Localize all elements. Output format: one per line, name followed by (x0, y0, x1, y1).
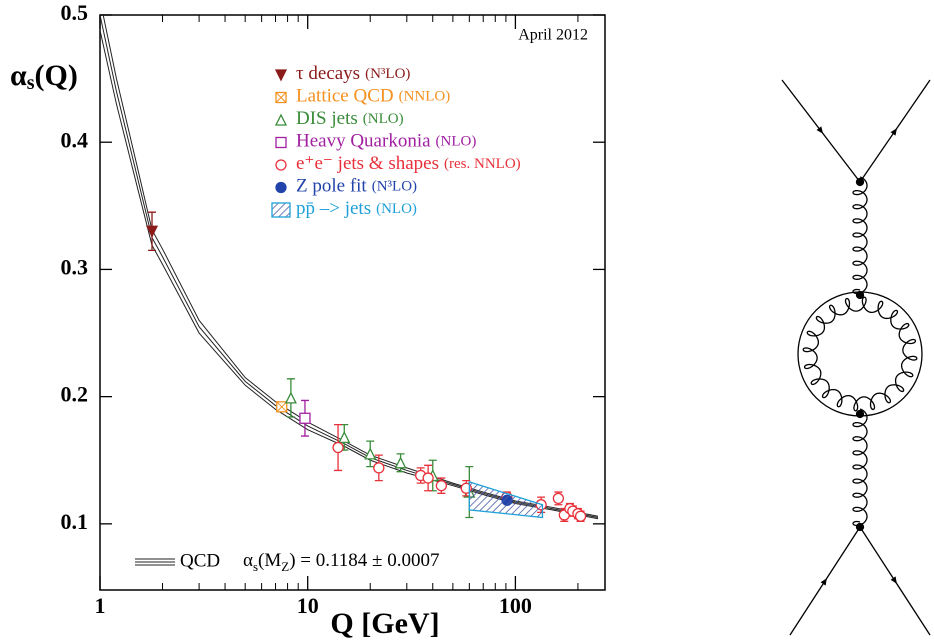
marker (274, 113, 288, 126)
legend-marker (271, 202, 291, 218)
x-tick-label: 100 (499, 593, 532, 618)
vertex (855, 290, 865, 300)
plot-frame (99, 14, 606, 591)
marker (552, 492, 565, 505)
legend-name: e⁺e⁻ jets & shapes (296, 153, 439, 174)
marker (373, 462, 385, 474)
legend-name: pp̄ –> jets (296, 198, 371, 219)
legend-order: (NLO) (376, 201, 417, 217)
legend-entry: Lattice QCD (NNLO) (296, 86, 450, 107)
feynman-diagram (781, 79, 931, 636)
legend-order: (N³LO) (372, 179, 417, 195)
marker-part (275, 92, 287, 103)
legend-name: Z pole fit (296, 176, 367, 197)
marker (275, 159, 287, 171)
legend-entry: Heavy Quarkonia (NLO) (296, 131, 476, 152)
marker (364, 447, 377, 460)
plot-area (100, 15, 599, 522)
formula: αs(MZ) = 0.1184 ± 0.0007 (243, 550, 439, 574)
y-tick-label: 0.4 (61, 127, 89, 152)
legend-entry: e⁺e⁻ jets & shapes (res. NNLO) (296, 153, 521, 174)
gluon-loop (802, 296, 918, 412)
legend-order: (res. NNLO) (444, 156, 521, 172)
text-part: s (27, 72, 35, 94)
marker (275, 181, 287, 194)
x-tick-label: 10 (297, 593, 319, 618)
text-part: Z (281, 559, 289, 574)
legend-order: (NLO) (436, 134, 477, 150)
marker (422, 472, 434, 484)
arrow (890, 576, 897, 584)
arrow (820, 578, 827, 586)
y-tick-label: 0.3 (61, 254, 89, 279)
text-part: ) = 0.1184 ± 0.0007 (289, 550, 439, 571)
legend-order: (NLO) (363, 111, 404, 127)
legend-entry: Z pole fit (N³LO) (296, 176, 417, 197)
y-axis-label: αs(Q) (10, 59, 78, 94)
marker (435, 480, 447, 492)
text-part: (M (258, 550, 281, 571)
x-tick-label: 1 (95, 593, 106, 618)
marker (276, 401, 288, 413)
gluon (852, 176, 868, 295)
marker (275, 91, 287, 104)
curve-legend: QCD (180, 550, 220, 571)
marker (338, 430, 351, 443)
legend-name: Heavy Quarkonia (296, 131, 431, 152)
x-axis-label: Q [GeV] (330, 607, 439, 640)
legend-name: τ decays (296, 63, 360, 84)
legend-name: DIS jets (296, 108, 358, 129)
y-tick-label: 0.2 (61, 382, 89, 407)
text-part: (Q) (35, 59, 78, 92)
marker (394, 456, 407, 469)
gluon (852, 408, 868, 527)
legend-entry: pp̄ –> jets (NLO) (296, 198, 417, 219)
marker (274, 69, 288, 82)
y-tick-label: 0.1 (61, 509, 89, 534)
marker (145, 225, 159, 238)
marker (574, 510, 587, 522)
arrow (890, 128, 897, 136)
vertex (855, 522, 865, 532)
band (468, 480, 544, 519)
vertex (855, 409, 865, 419)
text-part: α (243, 550, 253, 571)
vertex (855, 177, 865, 187)
legend-name: Lattice QCD (296, 86, 394, 107)
annotation: April 2012 (518, 27, 588, 44)
marker (284, 391, 297, 404)
legend-entry: τ decays (N³LO) (296, 63, 410, 84)
legend-entry: DIS jets (NLO) (296, 108, 404, 129)
marker (332, 441, 344, 454)
text-part: α (10, 59, 27, 92)
text-part: s (253, 559, 258, 574)
y-tick-label: 0.5 (61, 0, 89, 25)
legend-order: (NNLO) (399, 89, 451, 105)
legend-order: (N³LO) (365, 66, 410, 82)
marker (299, 412, 311, 424)
marker (275, 136, 287, 149)
arrow (816, 126, 824, 134)
